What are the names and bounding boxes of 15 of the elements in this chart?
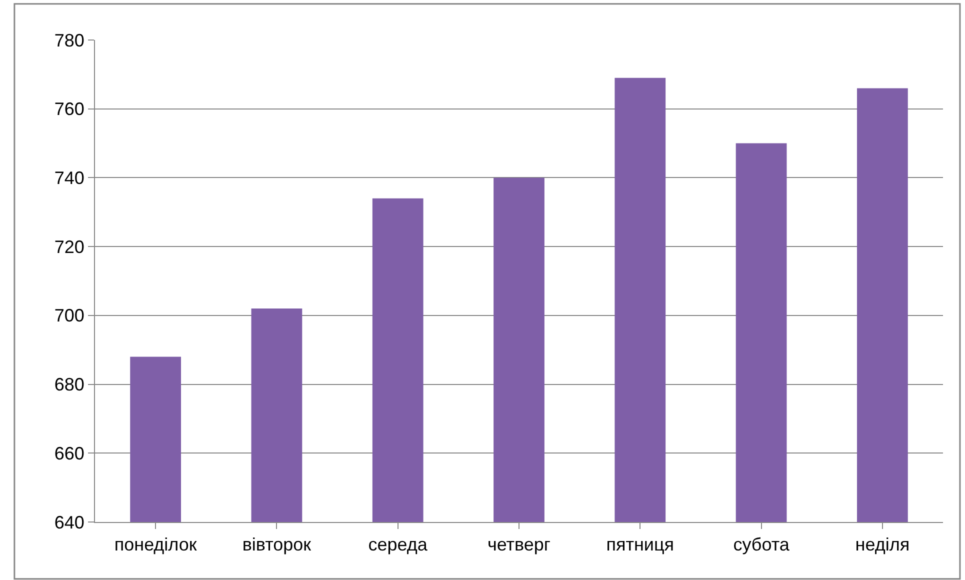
x-tick-label: неділя xyxy=(855,534,910,555)
x-tick-label: понеділок xyxy=(114,534,197,555)
y-tick-label: 720 xyxy=(54,236,84,257)
y-tick-label: 640 xyxy=(54,512,84,532)
x-tick-label: середа xyxy=(368,534,428,555)
x-tick-label: четверг xyxy=(488,534,551,555)
y-tick-label: 780 xyxy=(54,30,84,50)
y-tick-label: 660 xyxy=(54,443,84,464)
x-tick-label: пятниця xyxy=(606,534,674,555)
x-tick-label: вівторок xyxy=(242,534,312,555)
y-tick-label: 760 xyxy=(54,99,84,120)
x-tick-label: субота xyxy=(733,534,790,555)
y-tick-label: 740 xyxy=(54,168,84,188)
y-tick-label: 680 xyxy=(54,374,84,395)
y-tick-label: 700 xyxy=(54,306,84,326)
